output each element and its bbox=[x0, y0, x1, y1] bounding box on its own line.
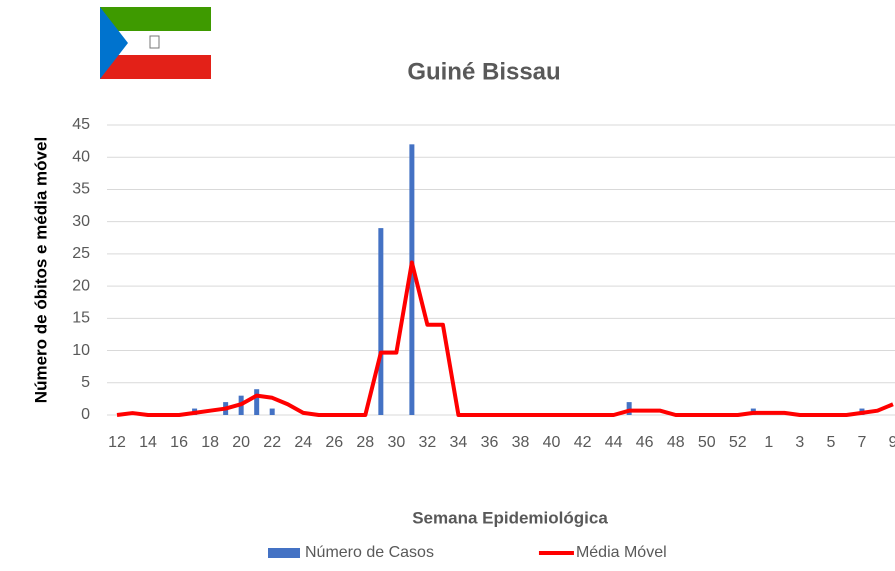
bar bbox=[626, 402, 632, 415]
x-tick-label: 26 bbox=[325, 434, 343, 451]
x-tick-label: 28 bbox=[356, 434, 374, 451]
x-tick-label: 18 bbox=[201, 434, 219, 451]
x-tick-label: 14 bbox=[139, 434, 157, 451]
bar bbox=[378, 228, 384, 415]
x-tick-label: 3 bbox=[795, 434, 804, 451]
y-tick-label: 20 bbox=[72, 277, 90, 294]
legend-label: Número de Casos bbox=[305, 544, 434, 561]
x-tick-label: 22 bbox=[263, 434, 281, 451]
x-tick-label: 7 bbox=[858, 434, 867, 451]
x-tick-label: 36 bbox=[481, 434, 499, 451]
x-tick-label: 38 bbox=[512, 434, 530, 451]
x-tick-label: 16 bbox=[170, 434, 188, 451]
x-tick-label: 24 bbox=[294, 434, 312, 451]
y-tick-label: 5 bbox=[81, 374, 90, 391]
x-tick-label: 50 bbox=[698, 434, 716, 451]
legend-label: Média Móvel bbox=[576, 544, 667, 561]
x-tick-label: 5 bbox=[826, 434, 835, 451]
y-tick-label: 35 bbox=[72, 181, 90, 198]
bar bbox=[269, 408, 275, 415]
bar bbox=[409, 144, 415, 416]
x-tick-label: 52 bbox=[729, 434, 747, 451]
legend-swatch bbox=[268, 548, 300, 558]
y-tick-label: 45 bbox=[72, 116, 90, 133]
x-tick-label: 42 bbox=[574, 434, 592, 451]
x-tick-label: 30 bbox=[387, 434, 405, 451]
flag-stripe bbox=[100, 55, 211, 79]
x-tick-label: 46 bbox=[636, 434, 654, 451]
x-tick-label: 20 bbox=[232, 434, 250, 451]
chart-title: Guiné Bissau bbox=[407, 58, 560, 85]
x-tick-label: 44 bbox=[605, 434, 623, 451]
line bbox=[116, 260, 894, 417]
flag bbox=[100, 7, 211, 79]
x-tick-label: 32 bbox=[419, 434, 437, 451]
x-tick-label: 34 bbox=[450, 434, 468, 451]
x-tick-label: 48 bbox=[667, 434, 685, 451]
y-tick-label: 15 bbox=[72, 310, 90, 327]
x-tick-label: 12 bbox=[108, 434, 126, 451]
flag-emblem bbox=[149, 35, 160, 49]
y-tick-label: 10 bbox=[72, 342, 90, 359]
flag-triangle bbox=[100, 7, 128, 79]
bar bbox=[254, 389, 260, 415]
y-tick-label: 25 bbox=[72, 245, 90, 262]
y-tick-label: 0 bbox=[81, 406, 90, 423]
y-axis-title: Número de óbitos e média móvel bbox=[31, 137, 50, 403]
flag-stripe bbox=[100, 7, 211, 31]
y-tick-label: 30 bbox=[72, 213, 90, 230]
x-tick-label: 1 bbox=[764, 434, 773, 451]
x-tick-label: 40 bbox=[543, 434, 561, 451]
x-tick-label: 9 bbox=[889, 434, 895, 451]
x-axis-title: Semana Epidemiológica bbox=[412, 508, 608, 527]
y-tick-label: 40 bbox=[72, 148, 90, 165]
